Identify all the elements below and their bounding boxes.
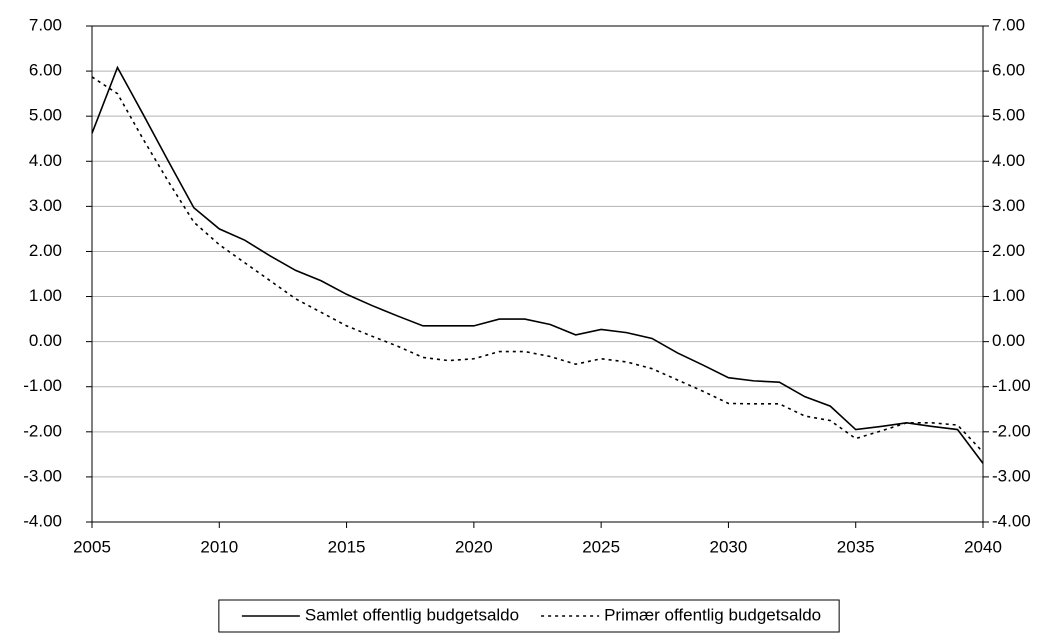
y2-tick-label: -2.00 [992, 421, 1031, 440]
data-line [91, 65, 984, 464]
y-tick-label: 7.00 [29, 15, 62, 34]
y2-tick-label: -4.00 [992, 511, 1031, 530]
y2-tick-label: 5.00 [992, 106, 1025, 125]
y2-tick-label: 0.00 [992, 331, 1025, 350]
y-tick-label: -2.00 [23, 421, 62, 440]
y-tick-label: 0.00 [29, 331, 62, 350]
x-tick-label: 2005 [73, 537, 111, 556]
x-tick-label: 2025 [582, 537, 620, 556]
data-line [91, 76, 984, 453]
y-tick-label: 5.00 [29, 106, 62, 125]
legend-label: Primær offentlig budgetsaldo [604, 605, 821, 624]
y2-tick-label: 3.00 [992, 196, 1025, 215]
plot-frame [91, 25, 984, 523]
y-tick-label: 1.00 [29, 286, 62, 305]
y-tick-label: -3.00 [23, 466, 62, 485]
x-tick-label: 2040 [964, 537, 1002, 556]
y2-tick-label: 7.00 [992, 15, 1025, 34]
y-tick-label: -1.00 [23, 376, 62, 395]
y2-tick-label: 6.00 [992, 61, 1025, 80]
y2-tick-label: 1.00 [992, 286, 1025, 305]
x-tick-label: 2020 [455, 537, 493, 556]
legend-box [218, 599, 840, 633]
x-tick-label: 2010 [200, 537, 238, 556]
legend-label: Samlet offentlig budgetsaldo [305, 605, 519, 624]
x-tick-label: 2035 [837, 537, 875, 556]
x-tick-label: 2030 [710, 537, 748, 556]
y-tick-label: 6.00 [29, 61, 62, 80]
y2-tick-label: -1.00 [992, 376, 1031, 395]
y2-tick-label: -3.00 [992, 466, 1031, 485]
y-tick-label: -4.00 [23, 511, 62, 530]
legend: Samlet offentlig budgetsaldo Primær offen… [218, 599, 840, 633]
y2-tick-label: 4.00 [992, 151, 1025, 170]
y-tick-label: 3.00 [29, 196, 62, 215]
y-tick-label: 4.00 [29, 151, 62, 170]
y2-tick-label: 2.00 [992, 241, 1025, 260]
x-tick-label: 2015 [328, 537, 366, 556]
y-tick-label: 2.00 [29, 241, 62, 260]
